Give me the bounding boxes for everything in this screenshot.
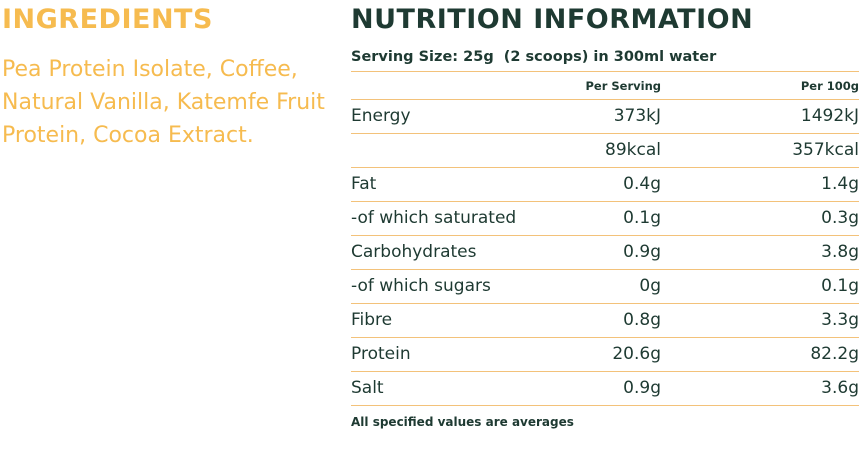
ingredients-title: INGREDIENTS: [2, 4, 213, 35]
per-100g-value: 82.2g: [661, 337, 859, 372]
per-serving-value: 0.9g: [551, 371, 661, 406]
per-serving-value: 20.6g: [551, 337, 661, 372]
nutrition-table: Per Serving Per 100g Energy 373kJ 1492kJ 89…: [351, 72, 859, 406]
table-row: 89kcal 357kcal: [351, 133, 859, 168]
ingredients-section: INGREDIENTS Pea Protein Isolate, Coffee,…: [2, 0, 332, 152]
per-serving-value: 0.1g: [551, 201, 661, 236]
header-nutrient: [351, 72, 551, 100]
footnote: All specified values are averages: [351, 415, 574, 429]
table-row: Fibre 0.8g 3.3g: [351, 303, 859, 338]
ingredients-text: Pea Protein Isolate, Coffee, Natural Van…: [2, 57, 325, 148]
per-100g-value: 0.1g: [661, 269, 859, 304]
nutrition-title: NUTRITION INFORMATION: [351, 4, 754, 35]
table-row: Protein 20.6g 82.2g: [351, 337, 859, 372]
per-serving-value: 373kJ: [551, 99, 661, 134]
table-row: -of which saturated 0.1g 0.3g: [351, 201, 859, 236]
per-serving-value: 0.8g: [551, 303, 661, 338]
header-per-serving: Per Serving: [551, 72, 661, 100]
per-100g-value: 1.4g: [661, 167, 859, 202]
table-row: Salt 0.9g 3.6g: [351, 371, 859, 406]
header-per-100g: Per 100g: [661, 72, 859, 100]
per-serving-value: 0g: [551, 269, 661, 304]
table-row: Carbohydrates 0.9g 3.8g: [351, 235, 859, 270]
per-100g-value: 1492kJ: [661, 99, 859, 134]
nutrient-label: Energy: [351, 99, 551, 134]
nutrition-table-body: Energy 373kJ 1492kJ 89kcal 357kcal Fat 0.4g 1.4…: [351, 99, 859, 406]
per-serving-value: 0.9g: [551, 235, 661, 270]
nutrient-label: Carbohydrates: [351, 235, 551, 270]
per-100g-value: 3.6g: [661, 371, 859, 406]
nutrient-label: -of which saturated: [351, 201, 551, 236]
per-100g-value: 357kcal: [661, 133, 859, 168]
nutrient-label: -of which sugars: [351, 269, 551, 304]
per-serving-value: 0.4g: [551, 167, 661, 202]
nutrition-section: NUTRITION INFORMATION Serving Size: 25g …: [351, 0, 859, 430]
table-header-row: Per Serving Per 100g: [351, 72, 859, 100]
per-100g-value: 3.3g: [661, 303, 859, 338]
table-row: Fat 0.4g 1.4g: [351, 167, 859, 202]
per-100g-value: 3.8g: [661, 235, 859, 270]
per-100g-value: 0.3g: [661, 201, 859, 236]
nutrient-label: [351, 133, 551, 168]
per-serving-value: 89kcal: [551, 133, 661, 168]
table-row: Energy 373kJ 1492kJ: [351, 99, 859, 134]
nutrient-label: Fat: [351, 167, 551, 202]
serving-size: Serving Size: 25g (2 scoops) in 300ml wa…: [351, 47, 859, 72]
nutrient-label: Salt: [351, 371, 551, 406]
table-row: -of which sugars 0g 0.1g: [351, 269, 859, 304]
nutrient-label: Fibre: [351, 303, 551, 338]
nutrient-label: Protein: [351, 337, 551, 372]
